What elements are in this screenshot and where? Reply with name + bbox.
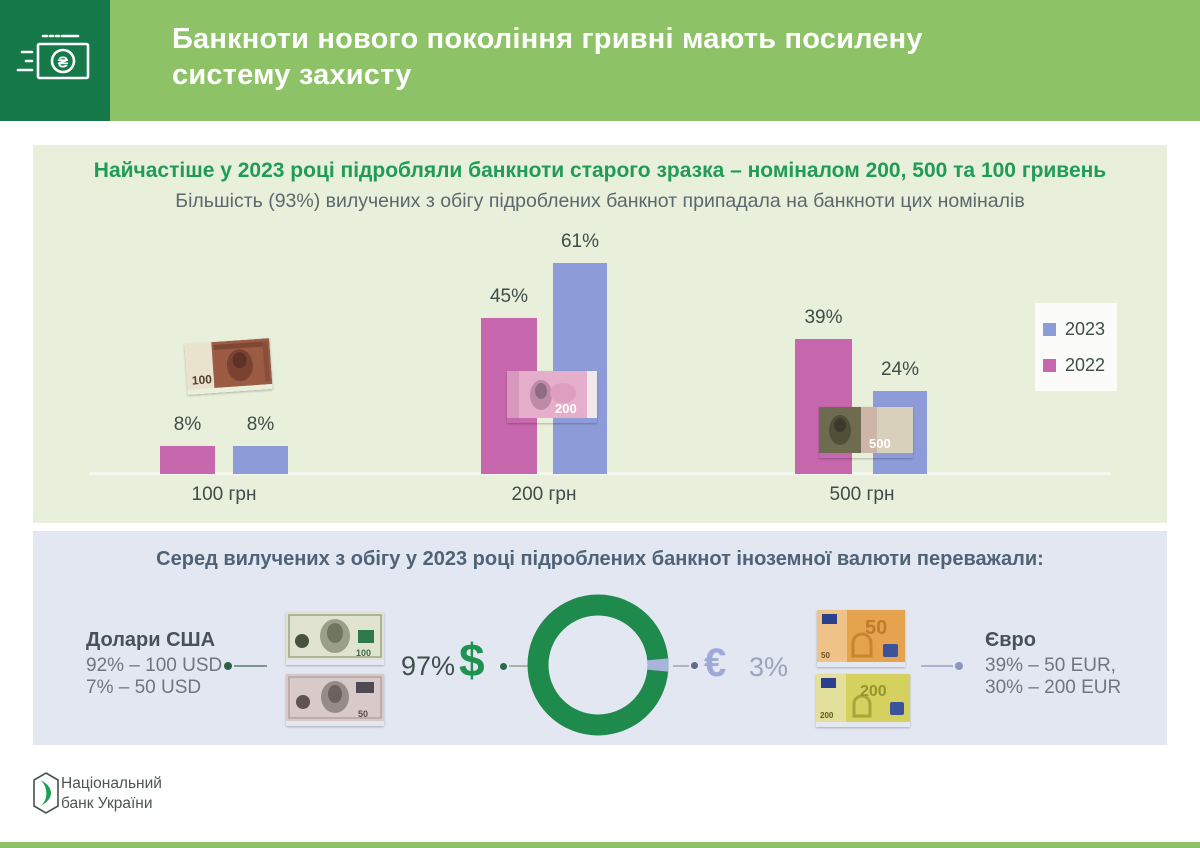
bar-value-label: 45% bbox=[489, 286, 529, 307]
eur-connector-dot bbox=[955, 662, 963, 670]
legend-swatch-2022 bbox=[1043, 358, 1056, 372]
banknote-200-uah-image: 200 bbox=[507, 371, 597, 423]
nbu-name: Національний банк України bbox=[61, 774, 162, 814]
banknote-100-usd-image: 100 bbox=[286, 612, 384, 665]
currency-donut-chart bbox=[527, 594, 669, 736]
banknote-50-eur-svg: 50 50 bbox=[817, 610, 905, 662]
donut-right-dot bbox=[691, 662, 698, 669]
donut-usd-ring bbox=[527, 594, 669, 736]
nbu-logo-svg bbox=[33, 772, 59, 814]
donut-left-line bbox=[509, 665, 532, 667]
banknote-200-eur-big-label: 200 bbox=[860, 683, 887, 700]
bar-value-label: 24% bbox=[880, 359, 920, 380]
banknote-50-usd-svg: 50 bbox=[286, 674, 384, 721]
nbu-name-line2: банк України bbox=[61, 795, 153, 812]
page-title: Банкноти нового покоління гривні мають п… bbox=[172, 21, 923, 93]
usd-line1: 92% – 100 USD bbox=[86, 655, 223, 676]
category-label-100uah: 100 грн bbox=[191, 484, 257, 505]
bottom-accent-bar bbox=[0, 842, 1200, 848]
banknote-50-eur-big-label: 50 bbox=[865, 617, 887, 639]
page-title-line2: систему захисту bbox=[172, 59, 412, 91]
hryvnia-sign: ₴ bbox=[58, 54, 69, 71]
bar-2022-100uah: 8% bbox=[160, 414, 215, 474]
banknote-500-uah-label: 500 bbox=[869, 436, 891, 451]
banknote-200-eur-label: 200 bbox=[820, 711, 834, 720]
banknote-200-eur-svg: 200 200 bbox=[816, 674, 910, 722]
banknote-200-uah-label: 200 bbox=[555, 401, 577, 416]
bar-rect bbox=[160, 446, 215, 474]
eur-connector-line bbox=[921, 665, 953, 667]
usd-line2: 7% – 50 USD bbox=[86, 676, 202, 698]
eur-line2: 30% – 200 EUR bbox=[985, 676, 1122, 698]
donut-left-dot bbox=[500, 663, 507, 670]
banknote-500-uah-image: 500 bbox=[819, 407, 913, 458]
banknote-50-eur-image: 50 50 bbox=[817, 610, 905, 667]
bar-value-label: 39% bbox=[804, 307, 843, 328]
usd-percentage: 97% bbox=[400, 651, 455, 681]
legend-item-2022: 2022 bbox=[1043, 355, 1117, 376]
euro-sign: € bbox=[704, 641, 727, 685]
nbu-name-line1: Національний bbox=[61, 775, 162, 792]
banknote-100-usd-svg: 100 bbox=[286, 612, 384, 660]
page-title-line1: Банкноти нового покоління гривні мають п… bbox=[172, 23, 923, 55]
bar-value-label: 61% bbox=[560, 231, 600, 252]
usd-connector-dot bbox=[224, 662, 232, 670]
bar-rect bbox=[233, 446, 288, 474]
bar-rect bbox=[553, 263, 607, 474]
banknote-200-uah-svg: 200 bbox=[507, 371, 597, 418]
banknote-100-uah-svg: 100 bbox=[184, 338, 273, 390]
bar-value-label: 8% bbox=[173, 414, 202, 435]
section1-subtitle: Більшість (93%) вилучених з обігу підроб… bbox=[175, 190, 1025, 212]
chart-legend: 2023 2022 bbox=[1035, 303, 1117, 391]
usd-text-block: Долари США 92% – 100 USD 7% – 50 USD bbox=[86, 629, 222, 698]
banknote-50-eur-label: 50 bbox=[821, 651, 830, 660]
usd-connector-line bbox=[234, 665, 267, 667]
flying-banknote-icon-svg: ₴ bbox=[16, 34, 90, 79]
eur-heading: Євро bbox=[985, 629, 1036, 651]
banknote-100-uah-label: 100 bbox=[191, 372, 212, 387]
banknote-500-uah-svg: 500 bbox=[819, 407, 913, 453]
banknote-100-uah-image: 100 bbox=[184, 338, 273, 395]
bar-2023-200uah: 61% bbox=[553, 231, 607, 474]
banknote-200-eur-image: 200 200 bbox=[816, 674, 910, 727]
section2-title: Серед вилучених з обігу у 2023 році підр… bbox=[156, 548, 1044, 570]
legend-label-2022: 2022 bbox=[1065, 354, 1106, 375]
legend-item-2023: 2023 bbox=[1043, 319, 1117, 340]
section1-title: Найчастіше у 2023 році підробляли банкно… bbox=[93, 159, 1107, 182]
eur-percentage: 3% bbox=[749, 652, 789, 682]
bar-2023-100uah: 8% bbox=[233, 414, 288, 474]
dollar-sign: $ bbox=[459, 634, 485, 686]
header: ₴ Банкноти нового покоління гривні мають… bbox=[0, 0, 1200, 121]
bar-value-label: 8% bbox=[246, 414, 275, 435]
eur-line1: 39% – 50 EUR, bbox=[985, 655, 1116, 676]
donut-eur-slice bbox=[527, 594, 669, 736]
eur-text-block: Євро 39% – 50 EUR, 30% – 200 EUR bbox=[985, 629, 1121, 698]
legend-swatch-2023 bbox=[1043, 322, 1056, 336]
banknote-50-usd-label: 50 bbox=[358, 709, 368, 719]
banknote-50-usd-image: 50 bbox=[286, 674, 384, 726]
banknote-100-usd-label: 100 bbox=[356, 648, 371, 658]
category-label-500uah: 500 грн bbox=[829, 484, 895, 505]
flying-banknote-icon: ₴ bbox=[0, 0, 110, 121]
donut-right-line bbox=[673, 665, 689, 667]
foreign-currency-section: Серед вилучених з обігу у 2023 році підр… bbox=[33, 531, 1167, 745]
category-label-200uah: 200 грн bbox=[511, 484, 577, 505]
nbu-logo bbox=[33, 772, 59, 819]
legend-label-2023: 2023 bbox=[1065, 318, 1106, 339]
usd-heading: Долари США bbox=[86, 629, 216, 651]
